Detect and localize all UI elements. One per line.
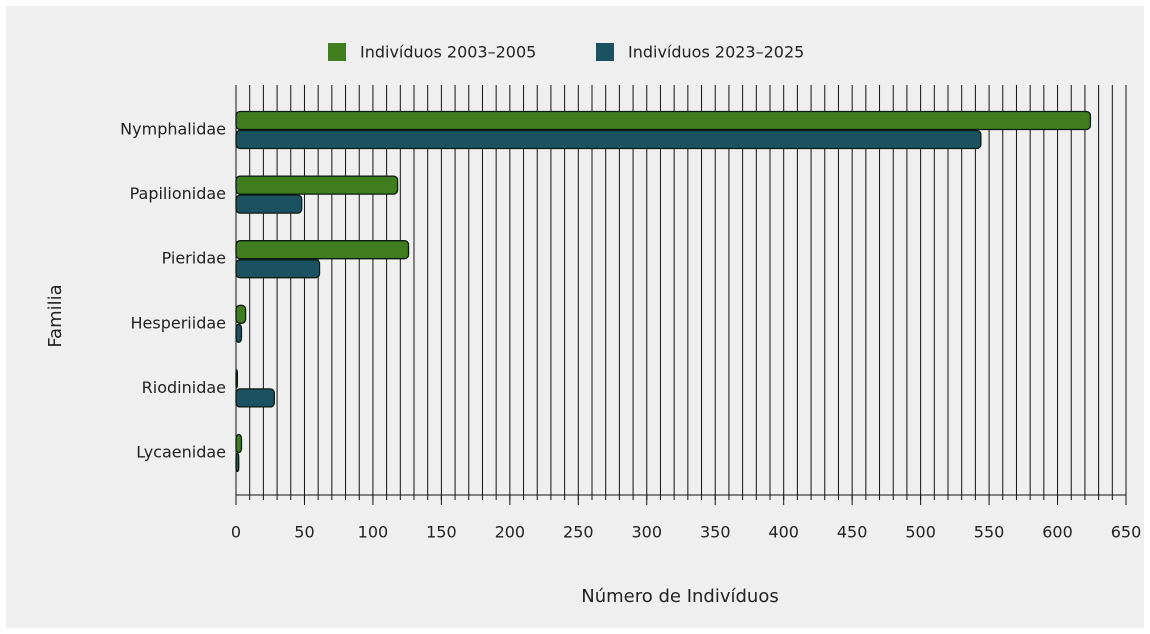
bar [235,110,1092,131]
x-tick-label: 600 [1042,523,1073,542]
y-axis-label: Familia [45,284,66,347]
bar [235,259,321,279]
bar [235,452,240,473]
bar [235,369,239,389]
x-tick-label: 200 [495,523,526,542]
x-tick-label: 150 [426,523,457,542]
x-tick-label: 100 [358,523,389,542]
bar [235,388,275,408]
bar [235,240,410,260]
y-tick-label: Riodinidae [142,378,226,397]
x-tick-label: 350 [700,523,731,542]
bar [235,304,247,324]
y-tick-label: Pieridae [162,249,226,268]
x-tick-label: 650 [1111,523,1142,542]
x-tick-label: 50 [294,523,314,542]
legend-label: Indivíduos 2023–2025 [628,43,804,62]
x-tick-label: 400 [768,523,799,542]
x-axis-label: Número de Indivíduos [581,586,778,607]
x-tick-label: 300 [631,523,662,542]
bar [235,175,399,195]
y-tick-label: Nymphalidae [120,120,226,139]
bar [235,129,982,150]
x-tick-label: 0 [231,523,241,542]
x-tick-label: 450 [837,523,868,542]
legend-label: Indivíduos 2003–2005 [360,43,536,62]
background [6,6,1144,628]
bar [235,433,243,454]
x-tick-label: 250 [563,523,594,542]
legend-swatch [596,43,614,61]
y-tick-label: Hesperiidae [131,313,226,332]
x-tick-label: 550 [974,523,1005,542]
bar [235,323,243,343]
y-tick-label: Lycaenidae [136,443,226,462]
legend-swatch [328,43,346,61]
x-tick-label: 500 [905,523,936,542]
bar [235,194,303,214]
y-tick-label: Papilionidae [130,184,226,203]
